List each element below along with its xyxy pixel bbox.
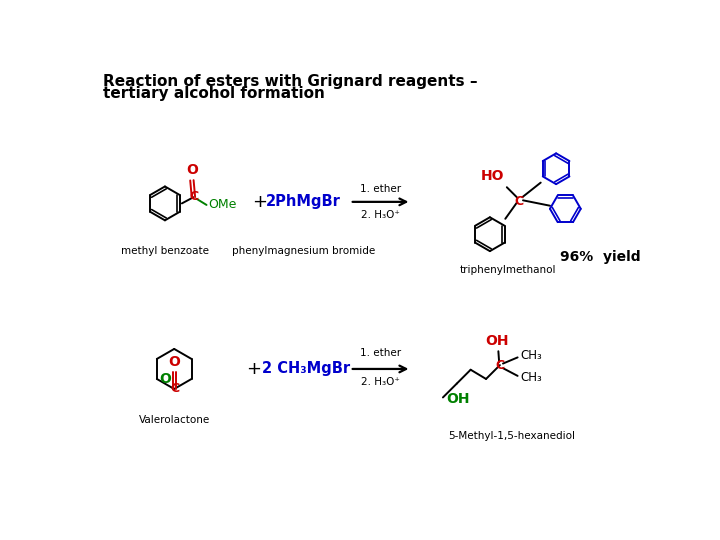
Text: 2. H₃O⁺: 2. H₃O⁺ xyxy=(361,211,400,220)
Text: tertiary alcohol formation: tertiary alcohol formation xyxy=(104,86,325,102)
Text: triphenylmethanol: triphenylmethanol xyxy=(459,265,556,275)
Text: OH: OH xyxy=(446,392,469,406)
Text: CH₃: CH₃ xyxy=(520,349,541,362)
Text: CH₃: CH₃ xyxy=(520,371,541,384)
Text: O: O xyxy=(168,355,180,369)
Text: O: O xyxy=(186,163,198,177)
Text: methyl benzoate: methyl benzoate xyxy=(121,246,209,256)
Text: HO: HO xyxy=(480,170,504,184)
Text: +: + xyxy=(252,193,267,211)
Text: Reaction of esters with Grignard reagents –: Reaction of esters with Grignard reagent… xyxy=(104,74,478,89)
Text: Valerolactone: Valerolactone xyxy=(138,415,210,425)
Text: 5-Methyl-1,5-hexanediol: 5-Methyl-1,5-hexanediol xyxy=(448,430,575,441)
Text: C: C xyxy=(189,190,199,203)
Text: 2 CH₃MgBr: 2 CH₃MgBr xyxy=(262,361,350,376)
Text: 2. H₃O⁺: 2. H₃O⁺ xyxy=(361,377,400,387)
Text: 1. ether: 1. ether xyxy=(360,348,401,358)
Text: 2PhMgBr: 2PhMgBr xyxy=(266,194,341,210)
Text: 96%  yield: 96% yield xyxy=(559,249,640,264)
Text: +: + xyxy=(246,360,261,378)
Text: OMe: OMe xyxy=(208,198,236,212)
Text: 1. ether: 1. ether xyxy=(360,184,401,194)
Text: C: C xyxy=(515,194,523,207)
Text: OH: OH xyxy=(485,334,508,348)
Text: C: C xyxy=(171,382,179,395)
Text: O: O xyxy=(159,372,171,386)
Text: C: C xyxy=(495,360,505,373)
Text: phenylmagnesium bromide: phenylmagnesium bromide xyxy=(232,246,375,256)
